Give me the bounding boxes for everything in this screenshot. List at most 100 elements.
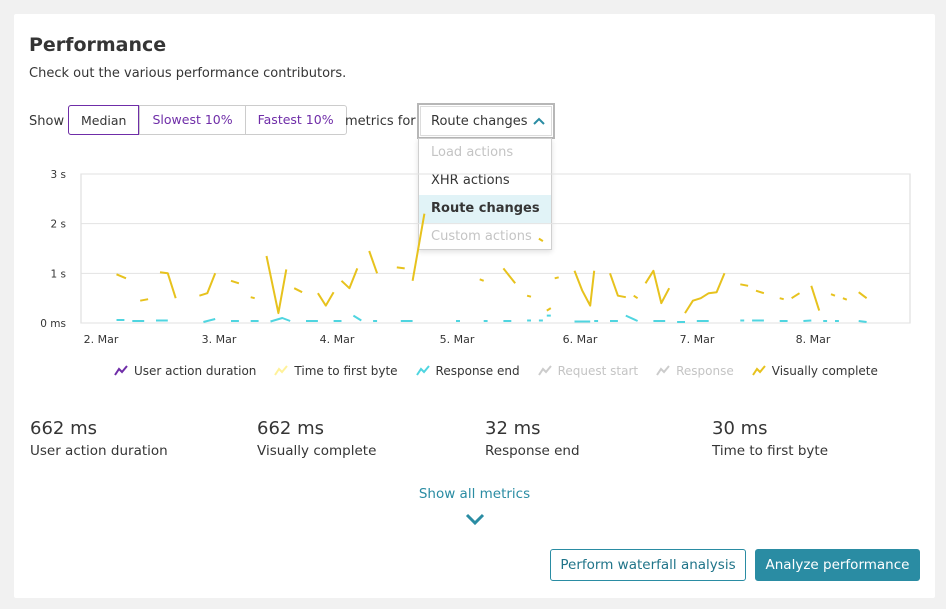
legend-line-icon — [656, 365, 670, 376]
series-line-visually-complete — [830, 293, 836, 297]
series-line-visually-complete — [546, 307, 552, 312]
legend-label: Visually complete — [771, 364, 878, 378]
legend-item-response-end[interactable]: Response end — [415, 364, 520, 378]
series-line-response-end — [352, 314, 362, 322]
legend-label: User action duration — [134, 364, 257, 378]
series-line-response-end — [803, 319, 812, 322]
segment-slowest-10[interactable]: Slowest 10% — [139, 106, 244, 134]
kpi-response-end: 32 ms Response end — [485, 418, 580, 459]
show-label: Show — [29, 114, 65, 129]
kpi-time-to-first-byte: 30 ms Time to first byte — [712, 418, 828, 459]
series-line-visually-complete — [633, 294, 639, 300]
chevron-up-icon — [533, 117, 545, 125]
y-tick-label: 0 ms — [40, 318, 66, 330]
segment-median[interactable]: Median — [68, 105, 140, 135]
dropdown-menu: Load actions XHR actions Route changes C… — [418, 138, 552, 250]
series-line-response-end — [858, 320, 867, 323]
x-tick-label: 6. Mar — [563, 333, 598, 346]
kpi-label: User action duration — [30, 443, 168, 459]
legend-item-visually-complete[interactable]: Visually complete — [751, 364, 878, 378]
menu-item-load-actions: Load actions — [431, 145, 514, 160]
segment-fastest-10[interactable]: Fastest 10% — [244, 106, 346, 134]
x-tick-label: 5. Mar — [440, 333, 475, 346]
series-line-visually-complete — [140, 298, 149, 302]
chevron-down-icon[interactable] — [464, 512, 486, 526]
legend-line-icon — [274, 365, 289, 376]
series-line-visually-complete — [199, 272, 217, 297]
kpi-label: Response end — [485, 443, 580, 459]
series-line-response-end — [270, 317, 291, 323]
chart-legend: User action duration Time to first byte Re… — [114, 364, 878, 378]
series-line-visually-complete — [502, 267, 516, 284]
series-line-visually-complete — [317, 291, 335, 307]
series-line-visually-complete — [573, 270, 596, 307]
series-line-visually-complete — [368, 250, 379, 274]
legend-line-icon — [537, 365, 552, 376]
performance-chart: 3 s 2 s 1 s 0 ms 2. Mar 3. Mar 4. Mar 5. Mar 6.… — [40, 169, 911, 346]
series-line-visually-complete — [554, 276, 559, 280]
series-line-visually-complete — [810, 285, 821, 311]
series-line-visually-complete — [526, 294, 532, 298]
legend-line-icon — [751, 365, 766, 376]
series-line-visually-complete — [740, 283, 749, 287]
page-title: Performance — [29, 34, 167, 56]
legend-label: Response — [676, 364, 734, 378]
kpi-label: Time to first byte — [712, 443, 829, 459]
perform-waterfall-analysis-button[interactable]: Perform waterfall analysis — [550, 549, 746, 581]
x-tick-label: 7. Mar — [680, 333, 715, 346]
y-tick-label: 2 s — [51, 219, 67, 231]
dropdown-selected-value: Route changes — [431, 114, 528, 129]
page-subtitle: Check out the various performance contri… — [29, 66, 347, 81]
legend-item-response[interactable]: Response — [656, 364, 734, 378]
kpi-value: 30 ms — [712, 418, 768, 439]
series-line-visually-complete — [609, 272, 626, 299]
legend-line-icon — [415, 365, 430, 376]
legend-item-time-to-first-byte[interactable]: Time to first byte — [274, 364, 398, 378]
series-line-visually-complete — [644, 269, 671, 305]
legend-line-icon — [114, 365, 128, 376]
series-line-visually-complete — [293, 287, 303, 294]
metrics-for-label: metrics for — [345, 114, 416, 129]
series-line-visually-complete — [250, 296, 255, 300]
action-type-dropdown[interactable]: Route changes — [417, 103, 555, 139]
series-line-response-end — [203, 318, 216, 323]
show-all-metrics-link[interactable]: Show all metrics — [418, 486, 531, 502]
x-tick-label: 3. Mar — [202, 333, 237, 346]
series-line-visually-complete — [858, 291, 868, 299]
series-line-visually-complete — [265, 255, 288, 315]
plot-frame — [80, 173, 911, 324]
series-line-visually-complete — [159, 271, 177, 299]
kpi-value: 662 ms — [30, 418, 97, 439]
series-line-visually-complete — [411, 213, 426, 281]
kpi-user-action-duration: 662 ms User action duration — [30, 418, 168, 459]
kpi-value: 662 ms — [257, 418, 324, 439]
series-line-visually-complete — [538, 237, 544, 242]
series-line-visually-complete — [842, 297, 848, 301]
menu-item-xhr-actions[interactable]: XHR actions — [431, 173, 510, 188]
series-line-visually-complete — [684, 272, 726, 314]
series-line-visually-complete — [479, 278, 485, 282]
percentile-segmented-control: Median Slowest 10% Fastest 10% — [68, 105, 347, 135]
analyze-performance-button[interactable]: Analyze performance — [755, 549, 920, 581]
y-tick-label: 3 s — [51, 169, 67, 181]
series-line-visually-complete — [116, 273, 127, 280]
performance-card: Performance Check out the various perfor… — [14, 14, 935, 598]
kpi-label: Visually complete — [257, 443, 377, 459]
series-line-response-end — [625, 314, 639, 322]
kpi-value: 32 ms — [485, 418, 541, 439]
series-line-visually-complete — [791, 292, 801, 300]
legend-label: Time to first byte — [294, 364, 398, 378]
legend-item-user-action-duration[interactable]: User action duration — [114, 364, 256, 378]
legend-label: Response end — [435, 364, 520, 378]
menu-item-route-changes[interactable]: Route changes — [419, 195, 551, 223]
menu-item-custom-actions: Custom actions — [431, 229, 532, 244]
series-line-visually-complete — [396, 266, 405, 270]
legend-label: Request start — [557, 364, 639, 378]
x-tick-label: 2. Mar — [84, 333, 119, 346]
y-tick-label: 1 s — [51, 268, 67, 280]
kpi-visually-complete: 662 ms Visually complete — [257, 418, 376, 459]
x-tick-label: 8. Mar — [796, 333, 831, 346]
series-line-visually-complete — [779, 297, 784, 301]
x-tick-label: 4. Mar — [320, 333, 355, 346]
legend-item-request-start[interactable]: Request start — [537, 364, 639, 378]
